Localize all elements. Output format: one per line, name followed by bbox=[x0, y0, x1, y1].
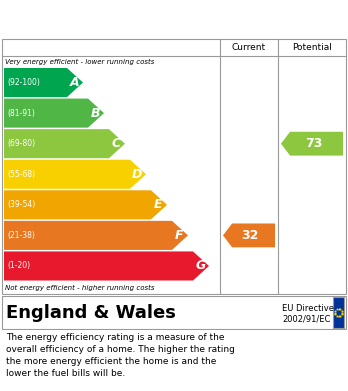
Text: Energy Efficiency Rating: Energy Efficiency Rating bbox=[8, 9, 218, 24]
Polygon shape bbox=[4, 190, 167, 219]
Text: (21-38): (21-38) bbox=[7, 231, 35, 240]
Text: (69-80): (69-80) bbox=[7, 139, 35, 148]
Text: C: C bbox=[112, 137, 121, 150]
Polygon shape bbox=[4, 129, 125, 158]
Text: E: E bbox=[154, 198, 163, 211]
Text: Current: Current bbox=[232, 43, 266, 52]
Text: Not energy efficient - higher running costs: Not energy efficient - higher running co… bbox=[5, 285, 155, 291]
Text: B: B bbox=[90, 107, 100, 120]
Polygon shape bbox=[4, 99, 104, 127]
Polygon shape bbox=[4, 160, 146, 189]
Polygon shape bbox=[281, 132, 343, 156]
Text: England & Wales: England & Wales bbox=[6, 303, 176, 321]
Text: A: A bbox=[69, 76, 79, 89]
Text: (92-100): (92-100) bbox=[7, 78, 40, 87]
Polygon shape bbox=[4, 68, 83, 97]
Text: D: D bbox=[132, 168, 142, 181]
Text: 32: 32 bbox=[242, 229, 259, 242]
Text: (55-68): (55-68) bbox=[7, 170, 35, 179]
Text: 73: 73 bbox=[304, 137, 322, 150]
Text: G: G bbox=[195, 260, 205, 273]
Text: EU Directive: EU Directive bbox=[282, 304, 334, 313]
Text: 2002/91/EC: 2002/91/EC bbox=[282, 315, 330, 324]
Text: (1-20): (1-20) bbox=[7, 262, 30, 271]
Text: Very energy efficient - lower running costs: Very energy efficient - lower running co… bbox=[5, 59, 155, 65]
Text: (81-91): (81-91) bbox=[7, 109, 35, 118]
Text: Potential: Potential bbox=[292, 43, 332, 52]
Polygon shape bbox=[4, 251, 209, 280]
Polygon shape bbox=[223, 224, 275, 248]
Bar bbox=[333, 297, 344, 328]
Text: The energy efficiency rating is a measure of the
overall efficiency of a home. T: The energy efficiency rating is a measur… bbox=[6, 333, 235, 378]
Text: F: F bbox=[175, 229, 183, 242]
Text: (39-54): (39-54) bbox=[7, 200, 35, 209]
Polygon shape bbox=[4, 221, 188, 250]
